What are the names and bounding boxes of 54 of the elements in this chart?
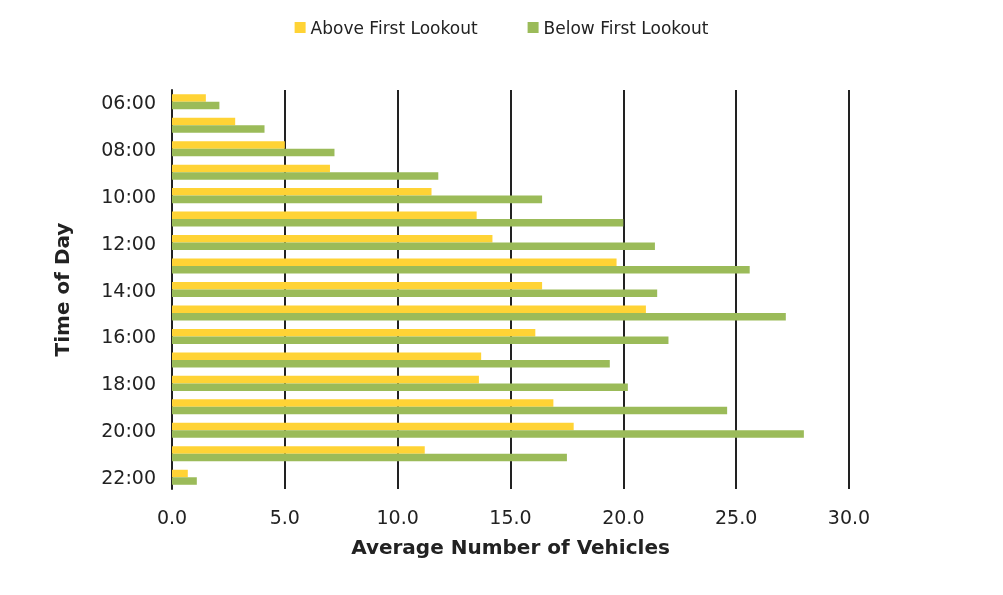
bar xyxy=(172,195,543,204)
bar xyxy=(172,211,477,220)
y-tick-label: 16:00 xyxy=(101,325,156,348)
bar xyxy=(172,266,750,274)
bar xyxy=(172,94,206,102)
bar xyxy=(172,430,804,438)
bar xyxy=(172,312,786,321)
x-tick-label: 30.0 xyxy=(827,505,871,528)
bar xyxy=(172,469,188,478)
bar xyxy=(172,328,536,337)
bar xyxy=(172,383,628,391)
bar xyxy=(172,352,482,360)
bar xyxy=(172,359,610,368)
bar xyxy=(172,446,425,454)
bar xyxy=(172,148,335,157)
x-axis-title: Average Number of Vehicles xyxy=(351,535,670,559)
bar xyxy=(172,219,624,227)
bar xyxy=(172,281,543,290)
x-tick-label: 20.0 xyxy=(602,505,645,528)
bar xyxy=(172,242,655,251)
x-tick-label: 15.0 xyxy=(489,505,532,528)
bar xyxy=(172,406,728,415)
bar xyxy=(172,399,554,407)
bar xyxy=(172,141,285,149)
x-tick-label: 25.0 xyxy=(715,505,758,528)
bar xyxy=(172,188,432,196)
y-axis-title: Time of Day xyxy=(50,222,74,357)
y-tick-label: 14:00 xyxy=(101,278,156,301)
y-tick-label: 08:00 xyxy=(101,137,156,160)
bar xyxy=(172,235,493,243)
bar xyxy=(172,101,220,110)
bar xyxy=(172,453,567,462)
bar xyxy=(172,117,236,126)
x-tick-label: 0.0 xyxy=(156,505,188,528)
bar xyxy=(172,172,439,180)
x-tick-label: 10.0 xyxy=(376,505,419,528)
y-tick-label: 18:00 xyxy=(101,372,156,395)
bar xyxy=(172,305,646,313)
y-tick-label: 10:00 xyxy=(101,184,156,207)
legend-label: Below First Lookout xyxy=(543,17,709,38)
bar xyxy=(172,422,574,431)
bar xyxy=(172,477,197,485)
y-tick-label: 22:00 xyxy=(101,466,156,489)
bar xyxy=(172,258,617,267)
bar xyxy=(172,336,669,344)
bar xyxy=(172,164,330,173)
legend-label: Above First Lookout xyxy=(310,17,478,38)
bar xyxy=(172,125,265,133)
y-tick-label: 06:00 xyxy=(101,90,156,113)
bar xyxy=(172,289,658,298)
y-tick-label: 12:00 xyxy=(101,231,156,254)
y-tick-label: 20:00 xyxy=(101,419,156,442)
bar xyxy=(172,375,479,384)
x-tick-label: 5.0 xyxy=(269,505,300,528)
